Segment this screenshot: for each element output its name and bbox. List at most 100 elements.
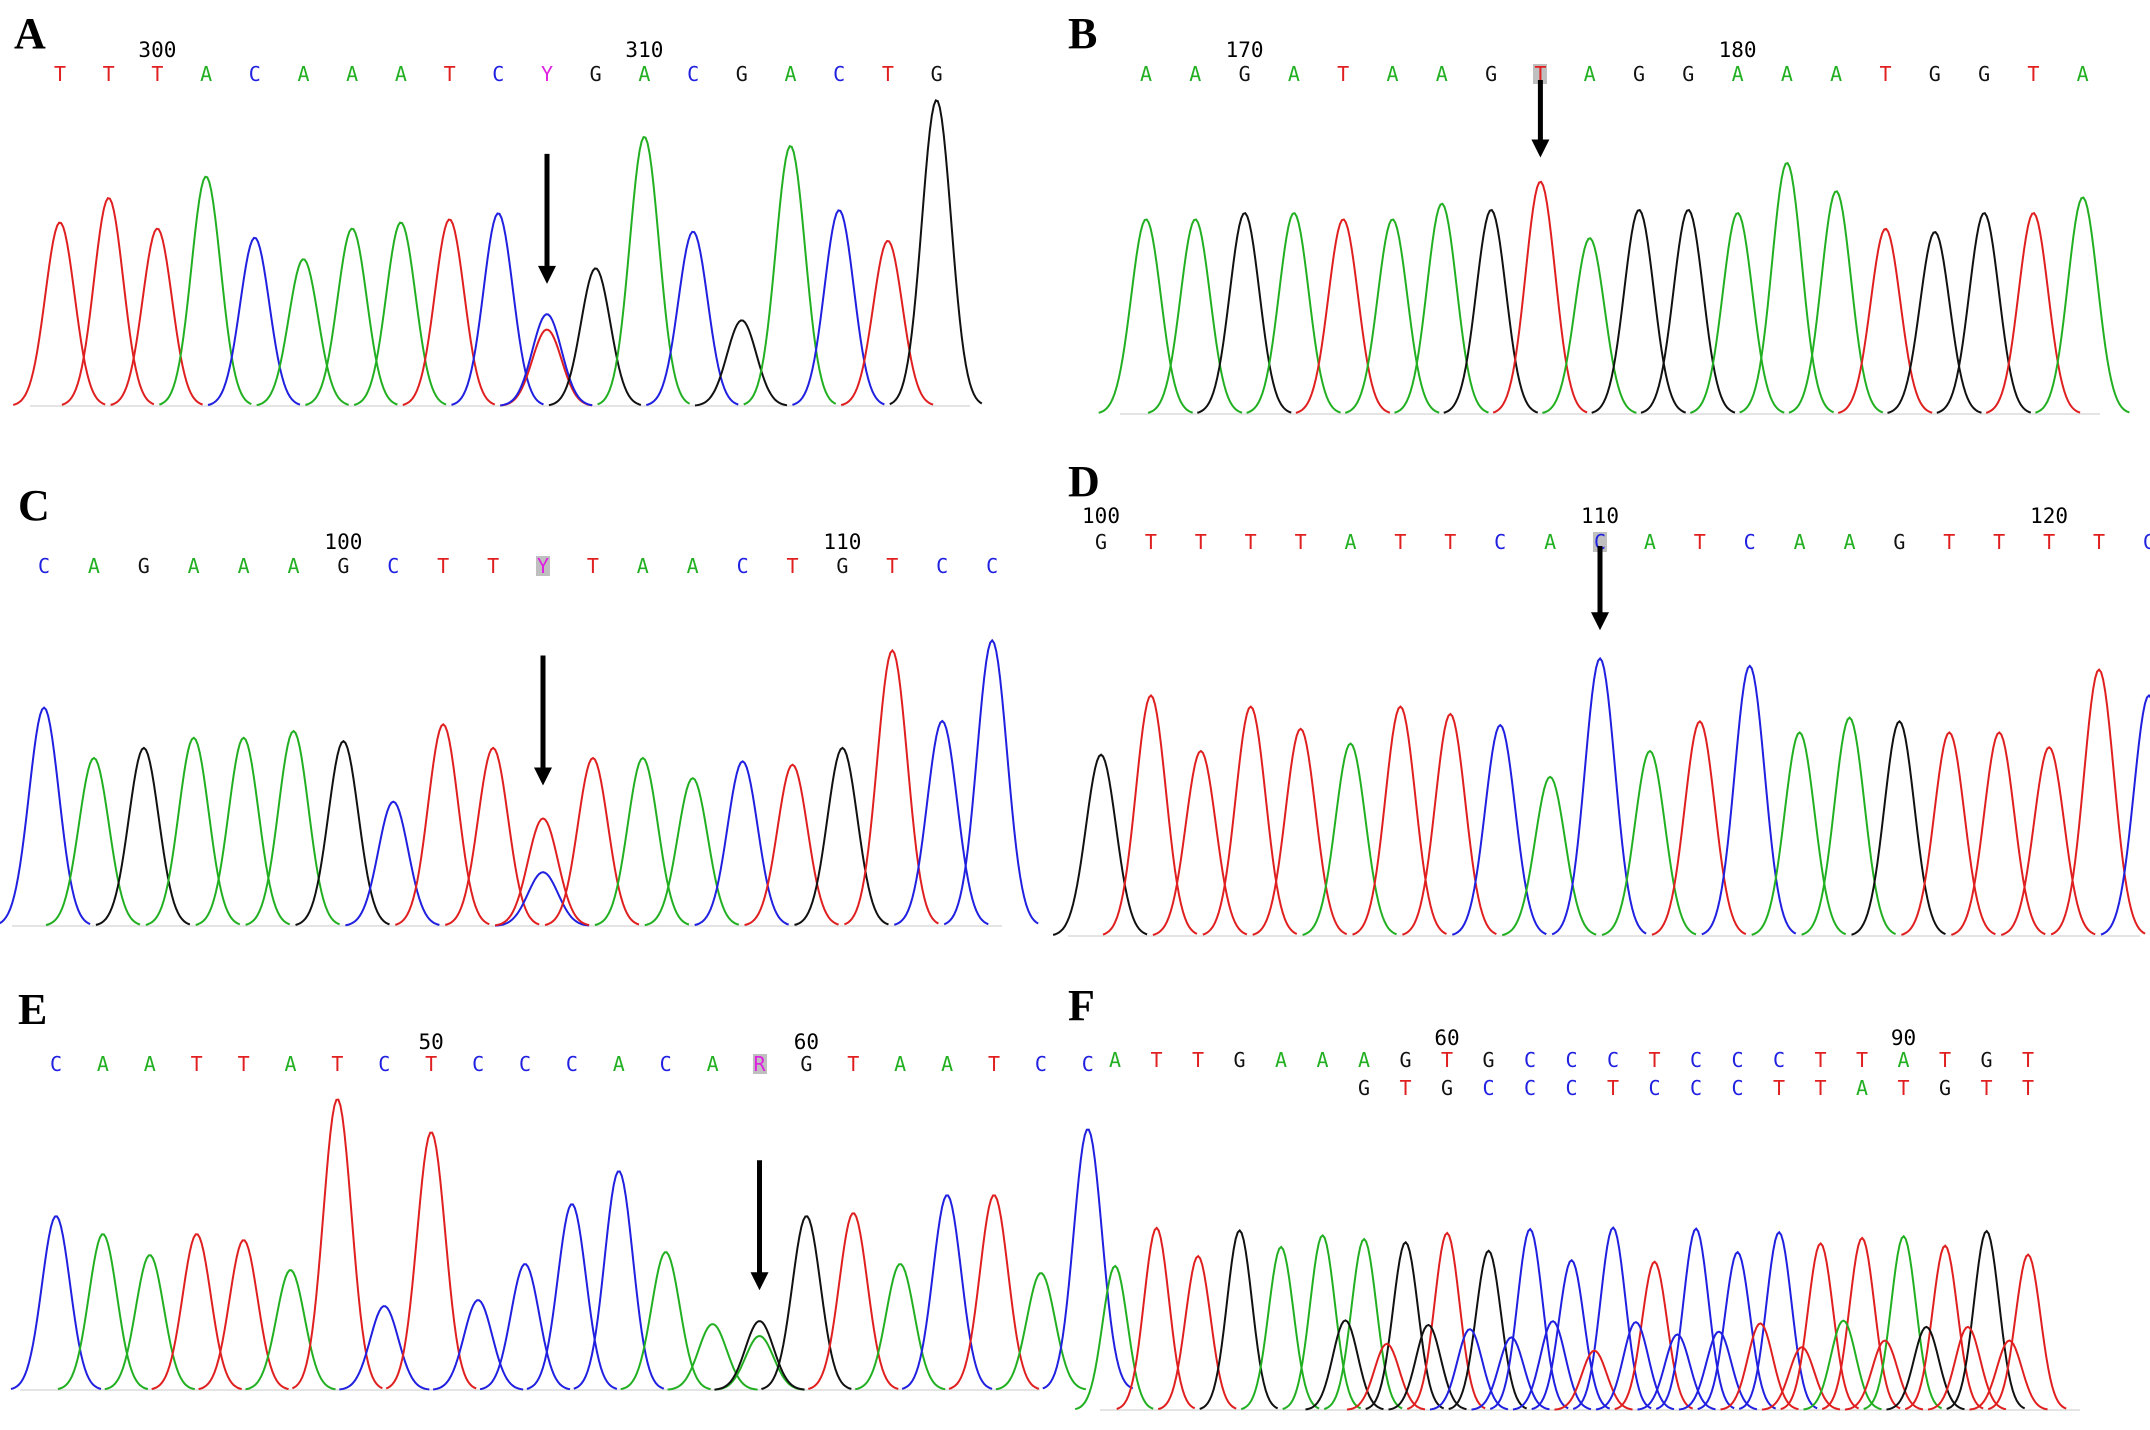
base-call: G: [1928, 62, 1941, 86]
base-call: A: [1108, 1048, 1122, 1072]
base-call: A: [1897, 1048, 1910, 1072]
base-call: T: [1440, 1048, 1454, 1072]
base-call: A: [1386, 62, 1399, 86]
trace-peak: [1147, 218, 1243, 414]
base-call: T: [1150, 1048, 1163, 1072]
chromatogram-f: [1074, 1226, 2080, 1411]
position-number: 50: [418, 1030, 444, 1054]
trace-peak: [1512, 1320, 1592, 1411]
chromatogram-b: [1098, 80, 2130, 415]
arrow-head-icon: [538, 265, 556, 284]
base-call: A: [2076, 62, 2089, 86]
base-call: G: [836, 554, 849, 578]
trace-peak: [432, 1299, 524, 1391]
base-call: T: [1855, 1048, 1869, 1072]
trace-peak: [1282, 1233, 1362, 1410]
base-call: T: [886, 554, 899, 578]
base-call: T: [847, 1052, 860, 1076]
base-call: A: [1344, 530, 1357, 554]
base-call: T: [1337, 62, 1350, 86]
base-call-shifted: T: [1980, 1076, 1993, 1100]
trace-peak: [1352, 705, 1447, 936]
trace-peak: [110, 227, 203, 406]
base-call: T: [1648, 1048, 1661, 1072]
base-call: G: [1485, 62, 1498, 86]
trace-peak: [2035, 196, 2130, 414]
base-call: A: [706, 1052, 719, 1076]
base-call: A: [143, 1052, 156, 1076]
trace-peak: [808, 1212, 899, 1390]
trace-peak: [594, 756, 690, 926]
trace-peak: [295, 739, 390, 926]
base-call: C: [378, 1052, 391, 1076]
trace-peak: [158, 175, 252, 406]
trace-peak: [1443, 208, 1539, 414]
trace-peak: [345, 800, 440, 927]
trace-peak: [1471, 1336, 1550, 1411]
panel-label-f: F: [1068, 981, 1095, 1030]
trace-peak: [948, 1194, 1040, 1390]
trace-peak: [500, 313, 593, 407]
base-call: C: [1731, 1048, 1744, 1072]
base-call-shifted: C: [1689, 1076, 1703, 1100]
base-call-shifted: G: [1440, 1076, 1454, 1100]
trace-peak: [761, 1215, 852, 1390]
trace-peak: [1901, 731, 1996, 936]
trace-peak: [1365, 1240, 1445, 1410]
base-call: G: [1980, 1048, 1993, 1072]
trace-peak: [305, 227, 398, 406]
base-call: T: [1814, 1048, 1827, 1072]
trace-peak: [1601, 749, 1697, 936]
base-call: G: [1238, 62, 1251, 86]
trace-peak: [1323, 1237, 1403, 1410]
trace-peak: [526, 1203, 618, 1390]
panel-label-b: B: [1068, 9, 1098, 58]
base-call: G: [1233, 1048, 1246, 1072]
base-call: A: [1793, 530, 1806, 554]
trace-peak: [1052, 753, 1148, 936]
trace-peak: [1344, 218, 1440, 414]
base-call: G: [337, 554, 350, 578]
base-call: T: [437, 554, 450, 578]
trace-peak: [1788, 190, 1884, 414]
base-call: A: [1357, 1048, 1371, 1072]
trace-peak: [1969, 1339, 2048, 1411]
base-call-shifted: T: [1399, 1076, 1412, 1100]
base-call: A: [96, 1052, 109, 1076]
base-call: A: [1435, 62, 1448, 86]
trace-peak: [1197, 212, 1292, 414]
base-call: T: [2027, 62, 2040, 86]
trace-peak: [1614, 1260, 1694, 1411]
base-call: A: [1583, 62, 1596, 86]
trace-peak: [855, 1263, 946, 1391]
base-call: T: [102, 62, 115, 86]
base-call-shifted: G: [1357, 1076, 1371, 1100]
trace-peak: [479, 1263, 571, 1391]
trace-peak: [1946, 1229, 2026, 1410]
base-call: T: [786, 554, 799, 578]
base-call: C: [1772, 1048, 1786, 1072]
trace-peak: [1429, 1328, 1509, 1411]
base-call: C: [387, 554, 400, 578]
base-call: A: [200, 62, 213, 86]
base-call: C: [1592, 530, 1608, 554]
base-call: C: [1565, 1048, 1578, 1072]
trace-peak: [12, 221, 106, 406]
trace-peak: [1651, 720, 1747, 936]
base-call: C: [565, 1052, 578, 1076]
trace-peak: [1904, 1244, 1984, 1410]
base-call: T: [1244, 530, 1257, 554]
position-number: 90: [1890, 1026, 1917, 1050]
trace-peak: [1751, 731, 1847, 936]
base-call: C: [1689, 1048, 1703, 1072]
trace-peak: [1780, 1242, 1860, 1410]
trace-peak: [644, 777, 740, 927]
trace-peak: [1199, 1229, 1279, 1410]
trace-peak: [1116, 1226, 1196, 1410]
trace-peak: [1738, 1230, 1818, 1410]
trace-peak: [1531, 1258, 1611, 1411]
trace-peak: [1739, 161, 1835, 414]
base-call: C: [472, 1052, 485, 1076]
trace-peak: [1302, 742, 1397, 936]
trace-peak: [1761, 1346, 1841, 1411]
